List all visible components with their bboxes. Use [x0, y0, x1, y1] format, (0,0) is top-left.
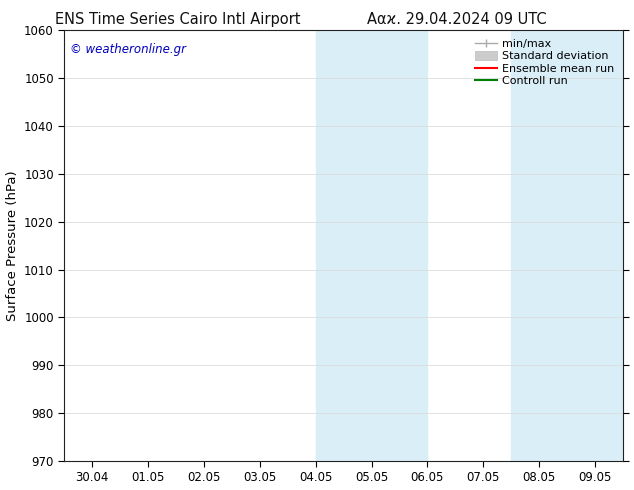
Text: Ααϰ. 29.04.2024 09 UTC: Ααϰ. 29.04.2024 09 UTC [366, 12, 547, 27]
Text: © weatheronline.gr: © weatheronline.gr [70, 43, 186, 56]
Legend: min/max, Standard deviation, Ensemble mean run, Controll run: min/max, Standard deviation, Ensemble me… [472, 36, 618, 90]
Y-axis label: Surface Pressure (hPa): Surface Pressure (hPa) [6, 171, 18, 321]
Bar [511, 30, 623, 461]
Text: ENS Time Series Cairo Intl Airport: ENS Time Series Cairo Intl Airport [55, 12, 301, 27]
Bar [316, 30, 427, 461]
